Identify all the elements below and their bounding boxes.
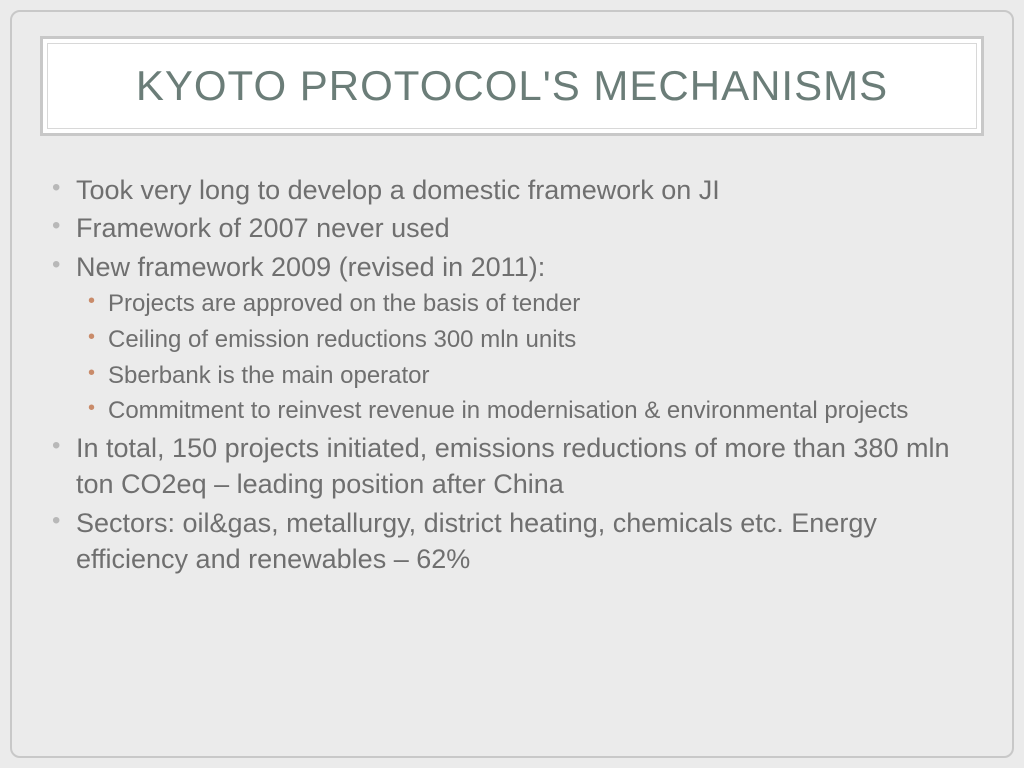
sub-bullet-text: Sberbank is the main operator <box>108 362 430 389</box>
bullet-item: Sectors: oil&gas, metallurgy, district h… <box>48 505 976 578</box>
bullet-text: Sectors: oil&gas, metallurgy, district h… <box>76 508 877 574</box>
bullet-list-level2: Projects are approved on the basis of te… <box>76 287 976 427</box>
bullet-text: New framework 2009 (revised in 2011): <box>76 252 545 282</box>
slide-content: Took very long to develop a domestic fra… <box>48 172 976 579</box>
bullet-list-level1: Took very long to develop a domestic fra… <box>48 172 976 577</box>
sub-bullet-item: Projects are approved on the basis of te… <box>76 287 976 321</box>
sub-bullet-item: Ceiling of emission reductions 300 mln u… <box>76 323 976 357</box>
bullet-item: Framework of 2007 never used <box>48 210 976 246</box>
bullet-text: Framework of 2007 never used <box>76 213 450 243</box>
slide-title: KYOTO PROTOCOL'S MECHANISMS <box>136 62 888 110</box>
sub-bullet-text: Ceiling of emission reductions 300 mln u… <box>108 326 576 353</box>
bullet-item: New framework 2009 (revised in 2011): Pr… <box>48 249 976 428</box>
bullet-item: Took very long to develop a domestic fra… <box>48 172 976 208</box>
bullet-text: Took very long to develop a domestic fra… <box>76 175 720 205</box>
slide-frame: KYOTO PROTOCOL'S MECHANISMS Took very lo… <box>10 10 1014 758</box>
title-box: KYOTO PROTOCOL'S MECHANISMS <box>40 36 984 136</box>
sub-bullet-item: Sberbank is the main operator <box>76 359 976 393</box>
bullet-text: In total, 150 projects initiated, emissi… <box>76 433 949 499</box>
sub-bullet-item: Commitment to reinvest revenue in modern… <box>76 394 976 428</box>
sub-bullet-text: Commitment to reinvest revenue in modern… <box>108 397 908 424</box>
sub-bullet-text: Projects are approved on the basis of te… <box>108 290 580 317</box>
bullet-item: In total, 150 projects initiated, emissi… <box>48 430 976 503</box>
